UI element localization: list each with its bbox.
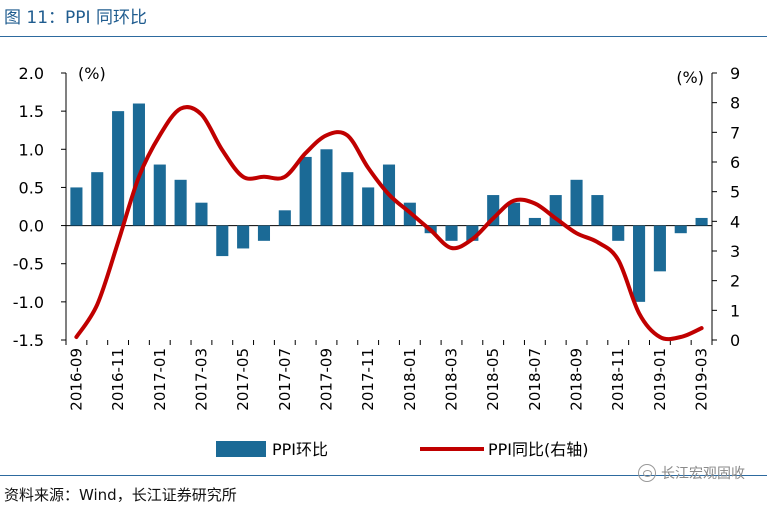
left-unit-label: (%): [78, 64, 106, 83]
x-tick-label: 2019-01: [651, 348, 669, 411]
legend-bar-swatch: [216, 441, 266, 457]
bar-mark: [674, 225, 687, 234]
title-divider: [0, 36, 767, 37]
x-tick-label: 2019-03: [693, 348, 711, 411]
bar-mark: [320, 149, 333, 226]
watermark: 长江宏观固收: [638, 463, 745, 483]
legend-bar-label: PPI环比: [272, 440, 328, 459]
x-tick-label: 2018-01: [401, 348, 419, 411]
bar-mark: [278, 210, 291, 226]
bar-mark: [153, 164, 166, 226]
axis-labels: 2.0 1.5 1.0 0.5 0.0 -0.5 -1.0 -1.5 9 8 7 6 5 4 3 2 1 0 (%)…: [13, 64, 740, 411]
bar-mark: [91, 172, 104, 226]
bar-mark: [591, 195, 604, 226]
bar-mark: [174, 179, 187, 226]
bar-mark: [237, 225, 250, 249]
bar-mark: [362, 187, 375, 226]
x-tick-label: 2016-09: [67, 348, 85, 411]
left-tick-label: -0.5: [13, 255, 44, 274]
bar-mark: [132, 103, 145, 226]
x-tick-label: 2017-09: [318, 348, 336, 411]
left-tick-label: -1.0: [13, 293, 44, 312]
right-tick-label: 8: [730, 94, 740, 113]
page-title: 图 11：PPI 同环比: [4, 8, 147, 28]
line-series: [74, 105, 704, 342]
left-tick-label: 0.5: [19, 178, 44, 197]
legend: PPI环比 PPI同比(右轴): [216, 440, 589, 459]
right-tick-label: 5: [730, 183, 740, 202]
x-tick-label: 2017-03: [193, 348, 211, 411]
bar-mark: [612, 225, 625, 241]
x-tick-label: 2017-01: [151, 348, 169, 411]
x-tick-label: 2017-11: [359, 348, 377, 411]
left-tick-label: 1.5: [19, 102, 44, 121]
bar-mark: [507, 202, 521, 226]
line-series-path: [74, 105, 704, 342]
legend-line-label: PPI同比(右轴): [488, 440, 589, 459]
wechat-icon: [638, 464, 656, 482]
right-tick-label: 3: [730, 242, 740, 261]
x-tick-label: 2018-11: [609, 348, 627, 411]
source-note: 资料来源：Wind，长江证券研究所: [4, 486, 237, 504]
bar-mark: [299, 156, 312, 226]
x-tick-label: 2017-05: [234, 348, 252, 411]
right-tick-label: 9: [730, 64, 740, 83]
right-tick-label: 6: [730, 153, 740, 172]
left-tick-label: 1.0: [19, 140, 44, 159]
right-unit-label: (%): [676, 68, 704, 87]
x-tick-label: 2018-07: [526, 348, 544, 411]
bar-mark: [528, 217, 541, 226]
x-tick-label: 2018-09: [568, 348, 586, 411]
right-tick-label: 0: [730, 331, 740, 350]
bar-mark: [653, 225, 666, 272]
left-tick-label: 2.0: [19, 64, 44, 83]
right-tick-label: 1: [730, 301, 740, 320]
bar-mark: [695, 217, 708, 226]
x-tick-label: 2016-11: [109, 348, 127, 411]
bar-mark: [445, 225, 458, 241]
bar-mark: [216, 225, 229, 257]
bar-mark: [195, 202, 208, 226]
x-tick-label: 2018-05: [484, 348, 502, 411]
x-tick-label: 2017-07: [276, 348, 294, 411]
bar-series: [70, 103, 708, 302]
bar-mark: [633, 225, 646, 302]
bar-mark: [341, 172, 354, 226]
watermark-text: 长江宏观固收: [661, 466, 745, 482]
bar-mark: [112, 111, 125, 226]
bar-mark: [257, 225, 271, 241]
right-tick-label: 7: [730, 123, 740, 142]
bar-mark: [70, 187, 83, 226]
footer-divider: [0, 475, 767, 476]
right-tick-label: 2: [730, 272, 740, 291]
x-tick-label: 2018-03: [443, 348, 461, 411]
bar-mark: [570, 179, 583, 226]
left-tick-label: 0.0: [19, 217, 44, 236]
left-tick-label: -1.5: [13, 331, 44, 350]
right-tick-label: 4: [730, 212, 740, 231]
